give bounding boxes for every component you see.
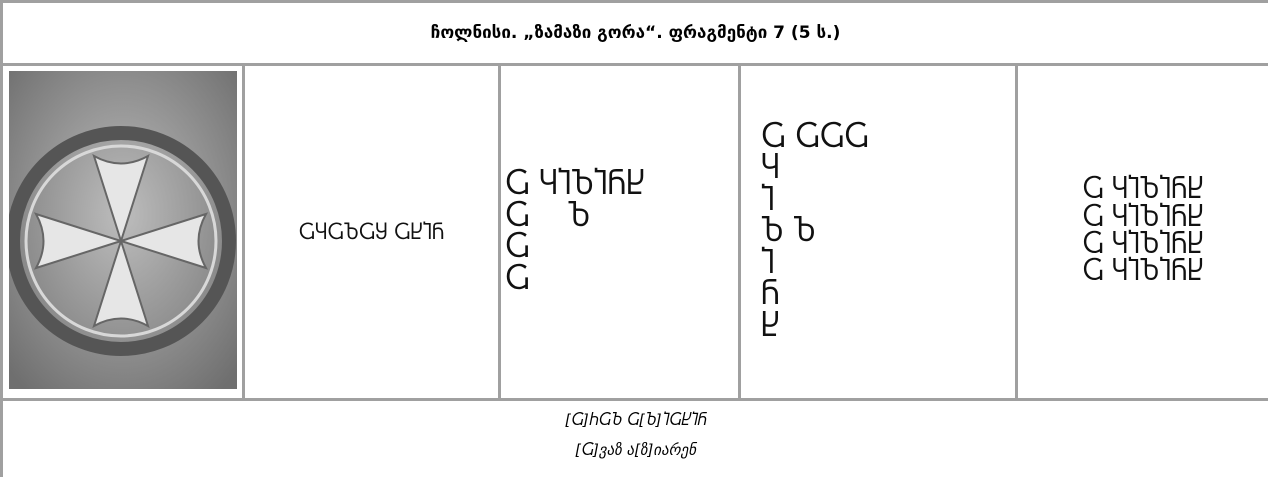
glyph-repeated: Ⴚ ႷႨႦႨႬႾ Ⴚ ႷႨႦႨႬႾ Ⴚ ႷႨႦႨႬႾ Ⴚ ႷႨႦႨႬႾ <box>1014 63 1268 401</box>
glyph-linear: ႺႷႺႦႺႸ ႺႾႨႬ <box>242 63 501 401</box>
glyph-line: Ⴚ ႷႨႦႨႬႾ <box>1082 257 1204 288</box>
glyph-line: Ⴚ ႷႨႦႨႬႾ <box>505 167 645 202</box>
glyph-line: Ⴚ Ⴆ <box>505 198 591 234</box>
glyph-line: Ⴚ <box>505 261 530 297</box>
glyph-line: Ⴆ Ⴆ <box>761 214 816 250</box>
glyph-grouped: Ⴚ ႷႨႦႨႬႾ Ⴚ Ⴆ Ⴚ Ⴚ <box>498 63 741 401</box>
glyph-line: Ⴈ <box>761 245 775 281</box>
glyph-line: Ⴞ <box>761 308 780 344</box>
reading-cell: [Ⴚ]ႹႺႦ Ⴚ[Ⴆ]ႨႺႾႨႬ [Ⴚ]ვაზ ა[ზ]იარენ <box>0 398 1268 477</box>
table-title: ჩოლნისი. „ზამაზი გორა“. ფრაგმენტი 7 (5 ს… <box>0 0 1268 66</box>
glyph-line: Ⴚ ႷႨႦႨႬႾ <box>1082 230 1204 260</box>
glyph-line: Ⴚ ႺႺႺ <box>761 119 869 155</box>
glyph-line: Ⴗ <box>761 151 780 187</box>
photo-cell <box>0 63 245 401</box>
glyph-line: Ⴚ ႷႨႦႨႬႾ <box>1082 202 1204 233</box>
glyph-line: Ⴚ ႷႨႦႨႬႾ <box>1082 175 1204 206</box>
glyph-line: Ⴚ <box>505 230 530 265</box>
glyph-line: Ⴈ <box>761 182 775 218</box>
transcription: [Ⴚ]ႹႺႦ Ⴚ[Ⴆ]ႨႺႾႨႬ <box>564 411 707 429</box>
stone-photo <box>5 71 237 389</box>
glyph-line: Ⴌ <box>761 277 780 313</box>
glyph-line: ႺႷႺႦႺႸ ႺႾႨႬ <box>298 219 445 244</box>
transliteration: [Ⴚ]ვაზ ა[ზ]იარენ <box>574 441 697 459</box>
glyph-column: Ⴚ ႺႺႺ Ⴗ Ⴈ Ⴆ Ⴆ Ⴈ Ⴌ Ⴞ <box>738 63 1018 401</box>
